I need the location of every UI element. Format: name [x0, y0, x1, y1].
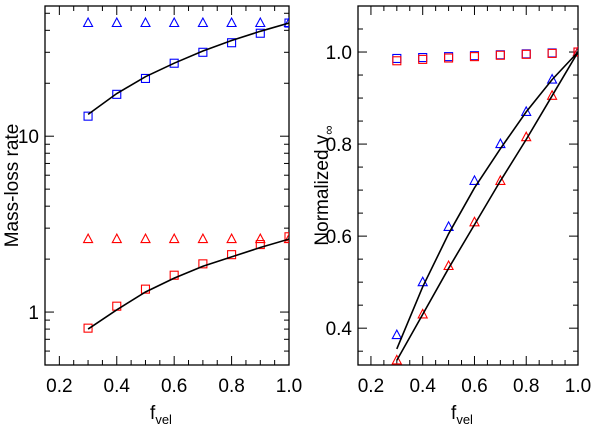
red-squares-point — [169, 270, 179, 280]
x-axis-label-main: f — [150, 403, 156, 424]
blue-triangles-point — [226, 16, 238, 28]
red-triangles-point — [283, 232, 289, 244]
x-axis-label: fvel — [451, 403, 473, 427]
x-axis-label-sub: vel — [456, 412, 473, 427]
x-tick-label: 0.4 — [409, 376, 436, 397]
y-axis-label-main: Normalized v — [312, 134, 333, 245]
plot-frame — [44, 5, 290, 366]
red-squares-point — [547, 48, 557, 58]
y-axis-label: Normalized v∞ — [312, 125, 336, 245]
blue-fit-line — [396, 51, 578, 350]
y-axis-label-main: Mass-loss rate — [2, 124, 23, 248]
x-tick-label: 1.0 — [565, 376, 591, 397]
blue-squares-point — [392, 53, 402, 64]
x-tick-label: 0.6 — [461, 376, 487, 397]
blue-squares-point — [284, 18, 289, 28]
red-squares-point — [521, 49, 531, 59]
x-tick-label: 0.2 — [358, 376, 384, 397]
blue-triangles-point — [391, 328, 403, 340]
red-squares-point — [444, 53, 454, 63]
red-squares-point — [418, 54, 428, 64]
red-triangles-point — [226, 232, 238, 244]
red-squares-point — [255, 240, 265, 250]
plot-area — [82, 16, 289, 333]
y-tick-label: 10 — [18, 127, 39, 148]
blue-triangles-point — [443, 220, 455, 231]
red-triangles-point — [254, 232, 266, 244]
red-triangles-point — [197, 232, 209, 244]
red-squares-point — [83, 323, 93, 333]
blue-squares-point — [112, 89, 122, 99]
x-tick-label: 0.4 — [104, 376, 131, 397]
y-tick-label: 0.4 — [326, 319, 353, 340]
blue-squares-point — [495, 50, 505, 60]
red-squares-point — [140, 284, 151, 294]
red-triangles-point — [82, 232, 94, 244]
blue-triangles-point — [546, 73, 558, 84]
red-squares-point — [227, 250, 237, 260]
blue-fit-line — [87, 22, 289, 116]
blue-triangles-point — [168, 16, 180, 28]
x-axis-label: fvel — [150, 403, 172, 427]
x-tick-label: 0.2 — [46, 376, 72, 397]
y-tick-label: 0.8 — [326, 135, 352, 156]
red-triangles-point — [417, 308, 429, 319]
plot-area — [391, 45, 578, 365]
blue-triangles-point — [469, 174, 480, 185]
red-triangles-point — [546, 89, 558, 100]
blue-squares-point — [521, 49, 531, 59]
y-axis-label-sub: ∞ — [321, 125, 336, 134]
plot-frame — [357, 5, 579, 366]
red-fit-line — [87, 238, 289, 330]
red-squares-point — [392, 56, 402, 66]
blue-squares-point — [418, 52, 428, 63]
blue-triangles-point — [111, 16, 123, 28]
y-tick-label: 1 — [28, 303, 39, 324]
red-triangles-point — [111, 232, 123, 244]
red-squares-point — [284, 232, 289, 242]
x-tick-label: 0.8 — [513, 376, 539, 397]
blue-squares-point — [547, 48, 557, 58]
x-axis-label-main: f — [451, 403, 457, 424]
red-triangles-point — [494, 174, 506, 185]
blue-squares-point — [83, 111, 93, 121]
red-triangles-point — [391, 354, 403, 365]
blue-triangles-point — [82, 16, 94, 28]
x-axis-label-sub: vel — [155, 412, 172, 427]
red-squares-point — [573, 47, 578, 57]
y-tick-label: 0.6 — [326, 227, 352, 248]
red-triangles-point — [168, 232, 180, 244]
y-tick-label: 1.0 — [326, 43, 352, 64]
panel-left: 0.2 0.4 0.6 0.8 1.0 1 10 fvel Mass-loss rate — [2, 5, 302, 427]
blue-triangles-point — [254, 16, 266, 28]
blue-triangles-point — [197, 16, 209, 28]
blue-triangles-point — [283, 16, 289, 28]
blue-triangles-point — [520, 105, 532, 116]
red-fit-line — [396, 51, 578, 361]
blue-squares-point — [169, 58, 179, 68]
red-triangles-point — [140, 232, 151, 244]
x-tick-label: 1.0 — [276, 376, 302, 397]
x-tick-label: 0.6 — [161, 376, 187, 397]
red-squares-point — [495, 50, 505, 60]
panel-right: 0.2 0.4 0.6 0.8 1.0 0.4 0.6 0.8 1.0 fvel Normalize… — [312, 5, 591, 427]
red-squares-point — [198, 259, 208, 269]
y-axis-label: Mass-loss rate — [2, 124, 23, 248]
red-triangles-point — [572, 45, 578, 57]
blue-triangles-point — [140, 16, 151, 28]
x-tick-label: 0.8 — [218, 376, 244, 397]
red-squares-point — [469, 52, 480, 62]
